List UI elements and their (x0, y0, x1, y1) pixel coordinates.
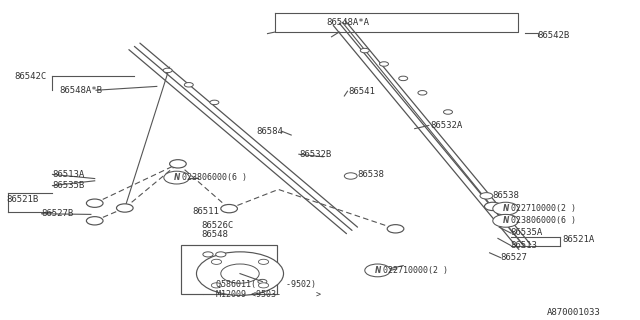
Circle shape (344, 173, 357, 179)
Circle shape (497, 218, 514, 227)
Circle shape (86, 217, 103, 225)
Text: 86526C: 86526C (202, 221, 234, 230)
Circle shape (493, 214, 518, 227)
Circle shape (418, 91, 427, 95)
Circle shape (387, 225, 404, 233)
Circle shape (86, 199, 103, 207)
Circle shape (480, 193, 493, 199)
Text: 86548A*A: 86548A*A (326, 18, 369, 27)
Circle shape (116, 204, 133, 212)
Text: 86538: 86538 (357, 170, 384, 179)
Text: 86584: 86584 (256, 127, 283, 136)
Text: 86548: 86548 (202, 230, 228, 239)
Circle shape (221, 204, 237, 213)
Circle shape (211, 259, 221, 264)
Circle shape (380, 62, 388, 66)
Text: 86527B: 86527B (42, 209, 74, 218)
Circle shape (493, 202, 518, 215)
Circle shape (170, 160, 186, 168)
Text: 022710000(2 ): 022710000(2 ) (383, 266, 448, 275)
Circle shape (210, 100, 219, 105)
Text: M12009 <9503-       >: M12009 <9503- > (216, 290, 321, 299)
Circle shape (258, 279, 267, 284)
Circle shape (259, 283, 269, 288)
Text: 86511: 86511 (192, 207, 219, 216)
Circle shape (259, 259, 269, 264)
Text: N: N (502, 216, 509, 225)
Circle shape (365, 264, 390, 277)
Circle shape (164, 171, 189, 184)
Text: 023806000(6 ): 023806000(6 ) (182, 173, 248, 182)
FancyBboxPatch shape (181, 245, 277, 294)
Text: 022710000(2 ): 022710000(2 ) (511, 204, 576, 213)
Circle shape (399, 76, 408, 81)
Text: 86548A*B: 86548A*B (59, 86, 102, 95)
Text: N: N (502, 204, 509, 213)
Circle shape (221, 264, 259, 283)
Text: 86532A: 86532A (430, 121, 462, 130)
Text: 86542C: 86542C (14, 72, 46, 81)
Text: 86521A: 86521A (562, 235, 594, 244)
Text: Q586011(      -9502): Q586011( -9502) (216, 280, 316, 289)
Text: 86535A: 86535A (511, 228, 543, 237)
Circle shape (184, 83, 193, 87)
Circle shape (211, 283, 221, 288)
Text: 86527: 86527 (500, 253, 527, 262)
Circle shape (196, 252, 284, 295)
Circle shape (484, 202, 501, 211)
Text: 86541: 86541 (349, 87, 376, 96)
Text: N: N (173, 173, 180, 182)
Text: 86542B: 86542B (538, 31, 570, 40)
Text: 86513A: 86513A (52, 170, 84, 179)
Circle shape (216, 252, 226, 257)
Text: N: N (374, 266, 381, 275)
Circle shape (360, 48, 369, 53)
Text: 86535B: 86535B (52, 181, 84, 190)
Text: A870001033: A870001033 (547, 308, 601, 317)
Circle shape (163, 68, 172, 73)
Text: 86513: 86513 (511, 241, 538, 250)
Text: 86521B: 86521B (6, 195, 38, 204)
Text: 86538: 86538 (493, 191, 520, 200)
Text: 023806000(6 ): 023806000(6 ) (511, 216, 576, 225)
Circle shape (444, 110, 452, 114)
Circle shape (203, 252, 213, 257)
Text: 86532B: 86532B (300, 150, 332, 159)
